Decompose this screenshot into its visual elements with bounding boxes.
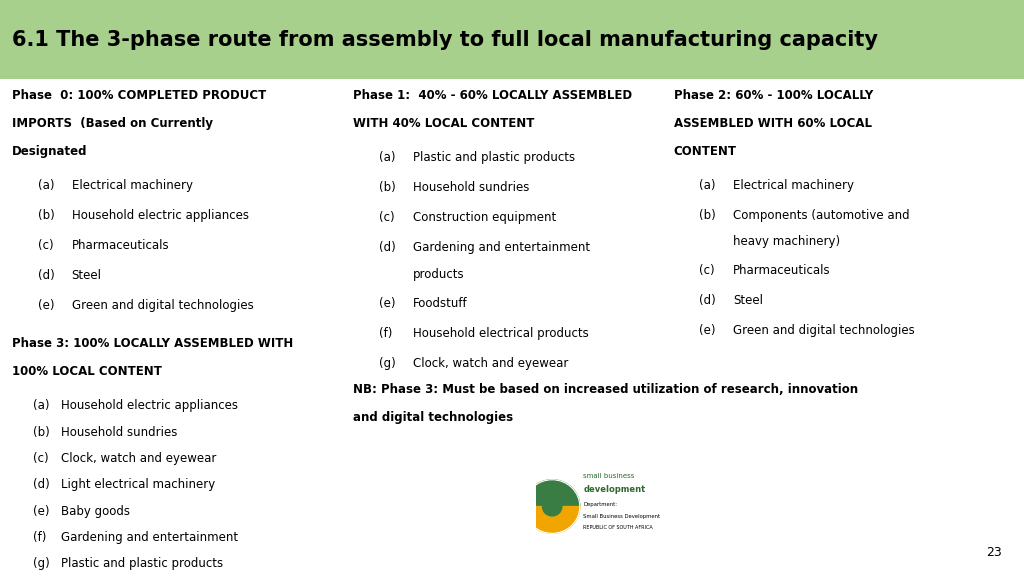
Text: (b): (b) <box>33 426 49 438</box>
Text: (e): (e) <box>699 324 716 338</box>
Text: Plastic and plastic products: Plastic and plastic products <box>413 151 574 165</box>
Text: Clock, watch and eyewear: Clock, watch and eyewear <box>61 452 217 465</box>
Text: heavy machinery): heavy machinery) <box>733 236 841 248</box>
Text: Plastic and plastic products: Plastic and plastic products <box>61 558 223 570</box>
Text: (e): (e) <box>38 299 54 312</box>
Text: Electrical machinery: Electrical machinery <box>733 179 854 192</box>
Text: Gardening and entertainment: Gardening and entertainment <box>61 531 239 544</box>
Text: Phase 3: 100% LOCALLY ASSEMBLED WITH: Phase 3: 100% LOCALLY ASSEMBLED WITH <box>12 337 294 350</box>
Text: Household sundries: Household sundries <box>61 426 178 438</box>
Text: REPUBLIC OF SOUTH AFRICA: REPUBLIC OF SOUTH AFRICA <box>584 525 653 530</box>
Wedge shape <box>524 480 580 506</box>
Text: (d): (d) <box>699 294 716 308</box>
Text: (a): (a) <box>379 151 395 165</box>
Text: Department:: Department: <box>584 502 617 507</box>
FancyBboxPatch shape <box>0 0 1024 79</box>
Text: Steel: Steel <box>72 269 101 282</box>
Text: 23: 23 <box>986 545 1001 559</box>
Text: Household sundries: Household sundries <box>413 181 529 195</box>
Text: (b): (b) <box>699 209 716 222</box>
Text: and digital technologies: and digital technologies <box>353 411 513 424</box>
Text: Pharmaceuticals: Pharmaceuticals <box>72 239 169 252</box>
Text: (f): (f) <box>33 531 46 544</box>
Text: (d): (d) <box>33 478 49 491</box>
Text: Electrical machinery: Electrical machinery <box>72 179 193 192</box>
Text: Household electric appliances: Household electric appliances <box>61 399 239 412</box>
Text: Construction equipment: Construction equipment <box>413 211 556 225</box>
Text: Phase 1:  40% - 60% LOCALLY ASSEMBLED: Phase 1: 40% - 60% LOCALLY ASSEMBLED <box>353 89 633 103</box>
Text: Green and digital technologies: Green and digital technologies <box>733 324 914 338</box>
Text: Pharmaceuticals: Pharmaceuticals <box>733 264 830 278</box>
Text: 6.1 The 3-phase route from assembly to full local manufacturing capacity: 6.1 The 3-phase route from assembly to f… <box>12 30 879 50</box>
Text: Household electrical products: Household electrical products <box>413 327 589 340</box>
Text: (c): (c) <box>699 264 715 278</box>
Text: Small Business Development: Small Business Development <box>584 514 660 518</box>
Text: (a): (a) <box>699 179 716 192</box>
Text: Phase 2: 60% - 100% LOCALLY: Phase 2: 60% - 100% LOCALLY <box>674 89 873 103</box>
Text: development: development <box>584 485 646 494</box>
Text: Light electrical machinery: Light electrical machinery <box>61 478 216 491</box>
Text: Designated: Designated <box>12 145 88 158</box>
Text: Green and digital technologies: Green and digital technologies <box>72 299 253 312</box>
Text: (b): (b) <box>38 209 54 222</box>
Text: (f): (f) <box>379 327 392 340</box>
Text: Clock, watch and eyewear: Clock, watch and eyewear <box>413 357 568 370</box>
Text: (c): (c) <box>33 452 48 465</box>
Text: Gardening and entertainment: Gardening and entertainment <box>413 241 590 255</box>
Text: (d): (d) <box>379 241 395 255</box>
Text: NB: Phase 3: Must be based on increased utilization of research, innovation: NB: Phase 3: Must be based on increased … <box>353 383 858 396</box>
Circle shape <box>543 497 562 516</box>
Wedge shape <box>524 506 580 533</box>
Text: CONTENT: CONTENT <box>674 145 737 158</box>
Text: (a): (a) <box>33 399 49 412</box>
Text: WITH 40% LOCAL CONTENT: WITH 40% LOCAL CONTENT <box>353 117 535 130</box>
Text: (d): (d) <box>38 269 54 282</box>
Text: small business: small business <box>584 472 635 479</box>
Text: Foodstuff: Foodstuff <box>413 297 467 310</box>
Text: (g): (g) <box>33 558 49 570</box>
Text: (e): (e) <box>33 505 49 518</box>
Text: (b): (b) <box>379 181 395 195</box>
Text: Steel: Steel <box>733 294 763 308</box>
Text: products: products <box>413 268 464 281</box>
Text: Household electric appliances: Household electric appliances <box>72 209 249 222</box>
Text: Baby goods: Baby goods <box>61 505 130 518</box>
Text: (e): (e) <box>379 297 395 310</box>
Text: (g): (g) <box>379 357 395 370</box>
Text: 100% LOCAL CONTENT: 100% LOCAL CONTENT <box>12 365 162 378</box>
Text: Components (automotive and: Components (automotive and <box>733 209 909 222</box>
Text: ASSEMBLED WITH 60% LOCAL: ASSEMBLED WITH 60% LOCAL <box>674 117 871 130</box>
Text: Phase  0: 100% COMPLETED PRODUCT: Phase 0: 100% COMPLETED PRODUCT <box>12 89 266 103</box>
Text: (a): (a) <box>38 179 54 192</box>
Text: (c): (c) <box>38 239 53 252</box>
Text: (c): (c) <box>379 211 394 225</box>
Text: IMPORTS  (Based on Currently: IMPORTS (Based on Currently <box>12 117 213 130</box>
